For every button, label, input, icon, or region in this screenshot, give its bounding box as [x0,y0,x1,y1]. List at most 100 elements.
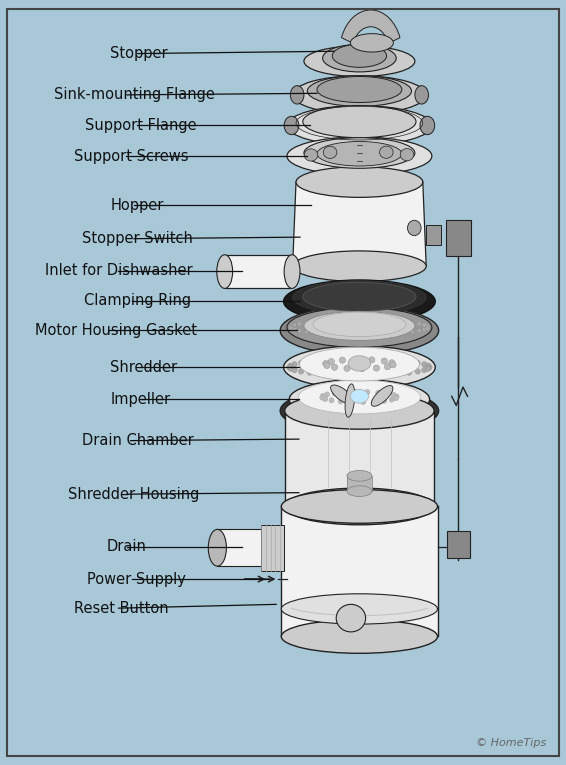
Ellipse shape [392,319,396,324]
Ellipse shape [371,357,376,363]
FancyBboxPatch shape [446,220,471,256]
Ellipse shape [343,372,348,377]
Ellipse shape [417,322,422,327]
Ellipse shape [422,367,427,373]
Ellipse shape [415,369,421,374]
Ellipse shape [298,380,421,414]
Ellipse shape [305,149,318,161]
Ellipse shape [369,332,374,337]
Ellipse shape [401,330,406,335]
Ellipse shape [357,332,362,337]
Ellipse shape [357,318,362,323]
Ellipse shape [390,362,396,368]
Ellipse shape [415,86,428,104]
Text: Drain Chamber: Drain Chamber [82,433,194,448]
Ellipse shape [406,370,411,376]
Ellipse shape [389,397,395,402]
Text: Shredder Housing: Shredder Housing [68,487,199,502]
Ellipse shape [298,360,303,366]
Ellipse shape [336,604,366,632]
Ellipse shape [348,356,371,371]
Text: Impeller: Impeller [110,392,170,407]
Ellipse shape [422,323,427,327]
Ellipse shape [280,388,439,434]
Ellipse shape [318,371,323,376]
Ellipse shape [288,363,293,369]
Ellipse shape [293,281,426,314]
Ellipse shape [284,255,300,288]
Ellipse shape [317,76,402,103]
Ellipse shape [332,44,387,67]
Ellipse shape [281,620,438,653]
Ellipse shape [298,369,303,374]
Ellipse shape [381,358,387,364]
Ellipse shape [396,371,401,376]
Ellipse shape [324,392,329,397]
Ellipse shape [304,311,415,340]
Ellipse shape [313,312,406,337]
Ellipse shape [287,106,432,145]
Ellipse shape [330,357,335,363]
Polygon shape [261,525,284,571]
Text: Support Screws: Support Screws [74,148,188,164]
Ellipse shape [361,399,366,405]
Ellipse shape [286,365,292,370]
Ellipse shape [288,366,293,371]
FancyBboxPatch shape [426,225,441,245]
Text: Stopper: Stopper [110,46,168,61]
Ellipse shape [305,330,309,334]
Ellipse shape [333,331,338,336]
Ellipse shape [420,116,435,135]
Ellipse shape [284,116,299,135]
Ellipse shape [347,486,372,496]
Ellipse shape [307,359,312,364]
Ellipse shape [368,356,375,363]
Text: Sink-mounting Flange: Sink-mounting Flange [54,87,215,103]
Ellipse shape [307,76,411,106]
Wedge shape [341,10,400,44]
Ellipse shape [320,393,325,399]
Ellipse shape [385,391,390,396]
Ellipse shape [293,251,426,282]
Ellipse shape [323,396,328,402]
Polygon shape [281,506,438,636]
Text: Inlet for Dishwasher: Inlet for Dishwasher [45,263,193,278]
Ellipse shape [284,280,435,323]
Ellipse shape [345,318,350,323]
Text: Reset Button: Reset Button [74,601,168,616]
Ellipse shape [287,308,432,347]
Ellipse shape [280,306,439,355]
Ellipse shape [332,391,337,396]
Ellipse shape [371,372,376,377]
Text: Stopper Switch: Stopper Switch [82,231,193,246]
Ellipse shape [384,357,389,363]
Ellipse shape [365,389,370,395]
Ellipse shape [289,379,430,419]
Ellipse shape [426,366,431,371]
Ellipse shape [350,389,368,403]
Ellipse shape [287,137,432,175]
Ellipse shape [307,370,312,376]
Ellipse shape [332,364,338,370]
Ellipse shape [345,384,355,417]
Ellipse shape [406,359,411,364]
Ellipse shape [323,360,329,366]
Ellipse shape [320,395,325,400]
Ellipse shape [304,138,415,168]
Text: Support Flange: Support Flange [85,118,196,133]
Ellipse shape [338,399,343,404]
Ellipse shape [426,325,431,330]
Ellipse shape [391,392,396,398]
Text: Shredder: Shredder [110,360,178,375]
Ellipse shape [349,399,354,405]
Ellipse shape [313,330,318,335]
Ellipse shape [381,319,385,324]
Ellipse shape [290,86,304,104]
Text: Clamping Ring: Clamping Ring [84,293,191,308]
Ellipse shape [288,325,293,330]
Ellipse shape [323,331,327,336]
Ellipse shape [292,327,297,332]
Ellipse shape [289,327,294,331]
Ellipse shape [333,319,338,324]
Text: Hopper: Hopper [110,197,164,213]
